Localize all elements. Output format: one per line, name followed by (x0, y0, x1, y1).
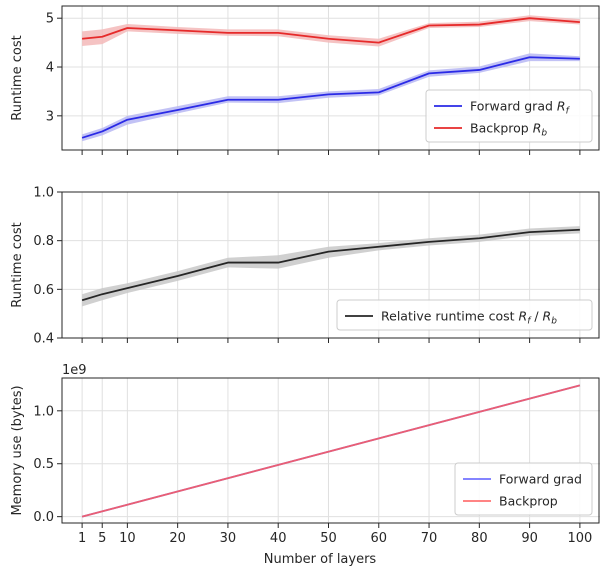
legend-label: Forward grad (499, 472, 582, 487)
x-tick-label: 20 (169, 531, 186, 546)
legend-box (454, 462, 593, 516)
series-line-1 (81, 384, 581, 518)
confidence-band-0 (82, 53, 580, 142)
legend: Forward grad Backprop (454, 462, 593, 516)
y-tick-label: 1.0 (33, 186, 54, 201)
y-tick-label: 0.5 (33, 457, 54, 472)
x-tick-label: 80 (471, 531, 488, 546)
confidence-band-0 (82, 226, 580, 307)
x-tick-label: 5 (98, 531, 106, 546)
x-tick-label: 10 (119, 531, 136, 546)
x-tick-label: 50 (320, 531, 337, 546)
legend-box (425, 89, 593, 143)
axes-frame (61, 377, 600, 524)
confidence-band-1 (82, 15, 580, 47)
y-tick-label: 5 (46, 12, 54, 27)
x-tick-label: 100 (567, 531, 592, 546)
x-tick-label: 60 (370, 531, 387, 546)
legend: Forward grad Rf Backprop Rb (425, 89, 593, 143)
memory-use-panel: 1 5 10 20 30 40 50 60 70 80 90 100 0.0 0.5 1.0 1e9 Memor… (10, 363, 600, 546)
legend-label: Forward grad Rf (470, 99, 571, 117)
x-tick-label: 90 (521, 531, 538, 546)
x-tick-label: 40 (270, 531, 287, 546)
y-axis-label: Runtime cost (10, 35, 25, 120)
axes-frame (61, 5, 600, 151)
y-axis-label: Memory use (bytes) (10, 385, 25, 515)
x-tick-label: 70 (421, 531, 438, 546)
legend-box (336, 299, 593, 331)
axes-frame (61, 191, 600, 339)
x-tick-label: 30 (220, 531, 237, 546)
y-tick-label: 1.0 (33, 404, 54, 419)
legend-label: Backprop (499, 494, 558, 509)
y-axis-label: Runtime cost (10, 222, 25, 307)
legend-label: Relative runtime cost Rf / Rb (381, 309, 557, 327)
runtime-cost-panel: 3 4 5 Runtime cost Forward grad Rf Backprop R… (10, 5, 600, 155)
y-tick-label: 3 (46, 109, 54, 124)
legend-label: Backprop Rb (470, 121, 547, 139)
series-line-1 (82, 17, 580, 44)
y-offset-label: 1e9 (62, 363, 87, 378)
y-tick-label: 0.6 (33, 283, 54, 298)
series-line-0 (81, 56, 580, 139)
series-line-0 (81, 228, 580, 302)
legend: Relative runtime cost Rf / Rb (336, 299, 593, 331)
relative-runtime-panel: 0.4 0.6 0.8 1.0 Runtime cost Relative runtime… (10, 186, 600, 347)
y-tick-label: 0.4 (33, 332, 54, 347)
x-axis-label: Number of layers (264, 552, 377, 567)
x-tick-label: 1 (78, 531, 86, 546)
y-tick-label: 0.8 (33, 234, 54, 249)
y-tick-label: 4 (46, 61, 54, 76)
y-tick-label: 0.0 (33, 510, 54, 525)
